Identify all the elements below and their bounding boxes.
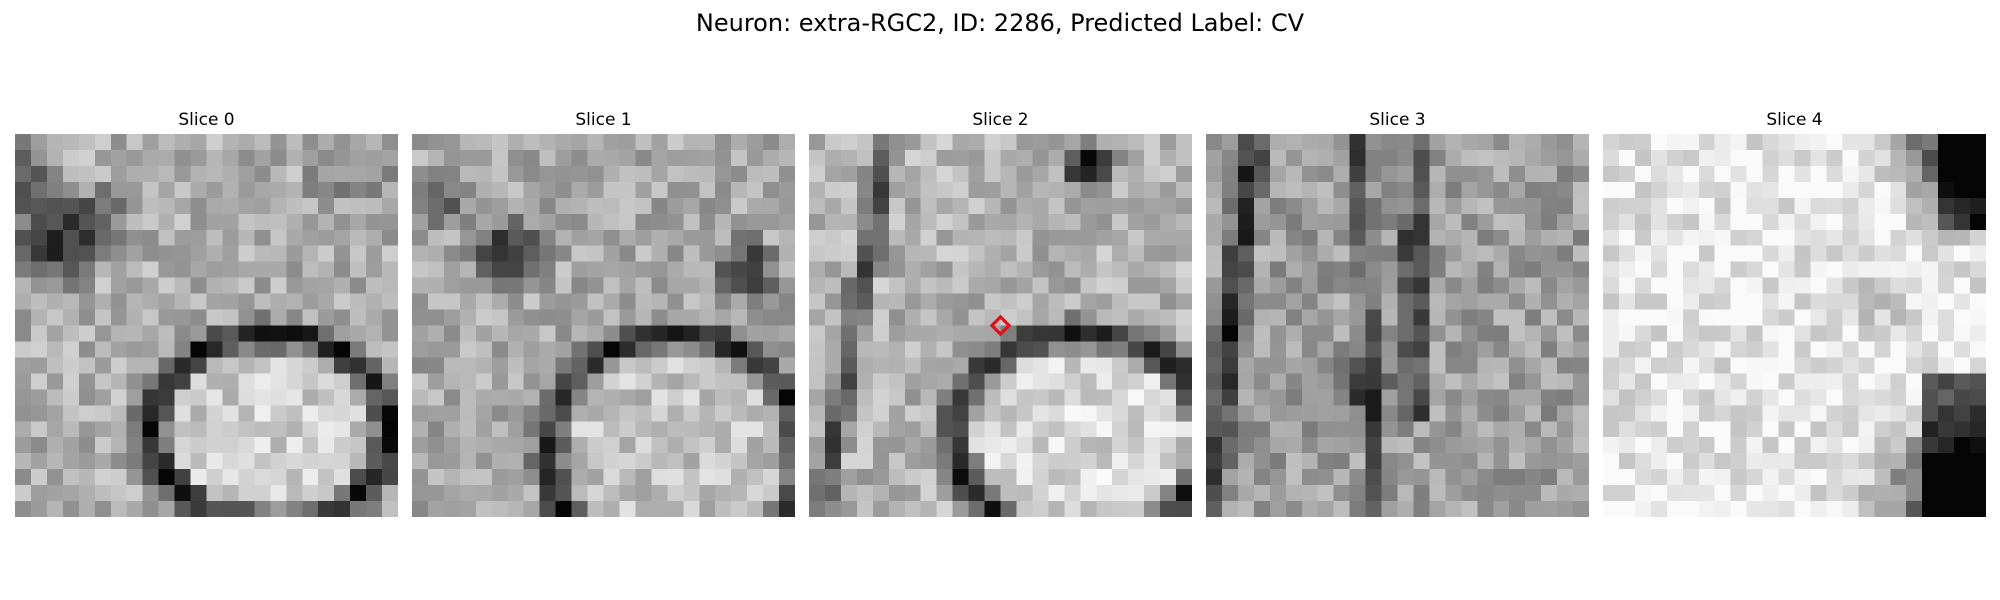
slice-title: Slice 3 <box>1369 110 1426 130</box>
slice-image <box>15 134 398 517</box>
figure-title: Neuron: extra-RGC2, ID: 2286, Predicted … <box>695 9 1305 37</box>
slice-image <box>412 134 795 517</box>
slice-title: Slice 2 <box>972 110 1029 130</box>
slice-image <box>809 134 1192 517</box>
slice-panel-4: Slice 4 <box>1603 108 1986 517</box>
slice-title: Slice 4 <box>1766 110 1823 130</box>
slice-title: Slice 1 <box>575 110 632 130</box>
slice-image <box>1206 134 1589 517</box>
slice-panel-1: Slice 1 <box>412 108 795 517</box>
location-marker-icon <box>989 314 1012 337</box>
slice-panel-3: Slice 3 <box>1206 108 1589 517</box>
slice-panel-0: Slice 0 <box>15 108 398 517</box>
slice-panel-2: Slice 2 <box>809 108 1192 517</box>
slice-title: Slice 0 <box>178 110 235 130</box>
slice-image <box>1603 134 1986 517</box>
